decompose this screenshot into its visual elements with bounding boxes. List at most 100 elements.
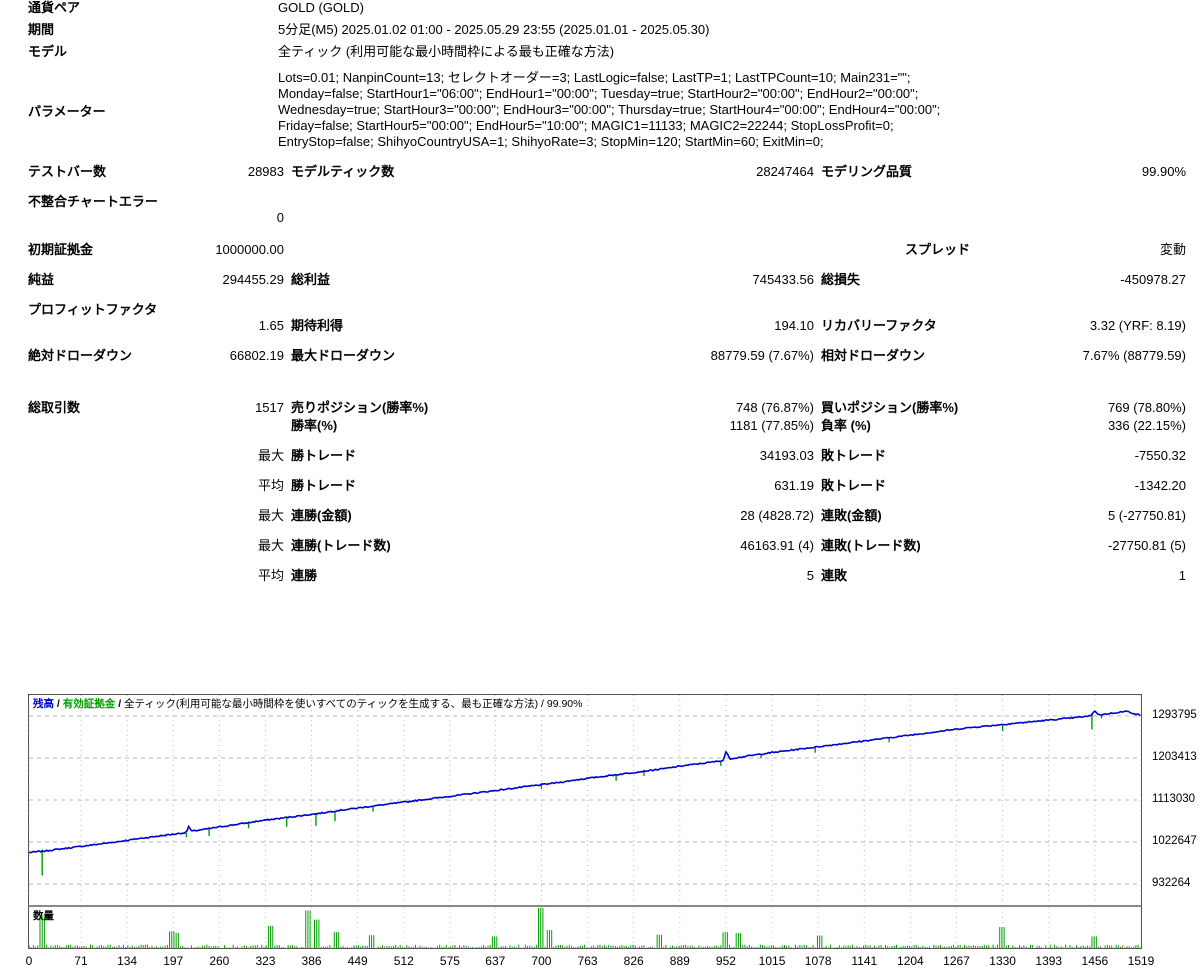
x-axis-labels: 0 71 134 197 260 323 386 449 512 575 637 700 763 826 8… bbox=[25, 954, 1178, 974]
volume-chart: 数量 bbox=[28, 905, 1142, 949]
x-axis-tick: 1078 bbox=[804, 954, 832, 968]
symbol-value: GOLD (GOLD) bbox=[278, 0, 364, 15]
max-consec-loss-value: 5 (-27750.81) bbox=[1107, 508, 1186, 523]
profit-trades-label: 勝率(%) bbox=[291, 418, 338, 433]
average-win-label: 勝トレード bbox=[291, 478, 357, 493]
largest-win-label: 勝トレード bbox=[291, 448, 357, 463]
gross-profit-value: 745433.56 bbox=[752, 272, 814, 287]
recovery-factor-label: リカバリーファクタ bbox=[821, 318, 937, 333]
ticks-value: 28247464 bbox=[756, 164, 814, 179]
legend-method-label: 全ティック(利用可能な最小時間枠を使いすべてのティックを生成する、最も正確な方法… bbox=[124, 698, 583, 710]
y-axis-tick: 1203413 bbox=[1152, 750, 1197, 763]
maximal-dd-label: 最大ドローダウン bbox=[291, 348, 396, 363]
avg-consec-loss-label: 連敗 bbox=[821, 568, 848, 583]
x-axis-tick: 700 bbox=[531, 954, 552, 968]
report-row-period: 期間 5分足(M5) 2025.01.02 01:00 - 2025.05.29… bbox=[0, 22, 1200, 38]
relative-dd-value: 7.67% (88779.59) bbox=[1082, 348, 1186, 363]
x-axis-tick: 575 bbox=[439, 954, 460, 968]
bars-label: テストバー数 bbox=[28, 164, 107, 179]
x-axis-tick: 0 bbox=[25, 954, 33, 968]
avg-consec-wins-value: 5 bbox=[806, 568, 814, 583]
x-axis-tick: 512 bbox=[393, 954, 414, 968]
x-axis-tick: 952 bbox=[715, 954, 736, 968]
x-axis-tick: 71 bbox=[74, 954, 88, 968]
legend-separator-1: / bbox=[56, 698, 60, 710]
y-axis-tick: 1022647 bbox=[1152, 834, 1197, 847]
volume-chart-canvas bbox=[29, 907, 1141, 948]
legend-equity-label: 有効証拠金 bbox=[62, 698, 116, 710]
x-axis-tick: 763 bbox=[577, 954, 598, 968]
x-axis-tick: 826 bbox=[623, 954, 644, 968]
model-label: モデル bbox=[28, 44, 68, 59]
max-consec-profit-label: 連勝(トレード数) bbox=[291, 538, 391, 553]
long-positions-value: 769 (78.80%) bbox=[1107, 400, 1186, 415]
average-prefix: 平均 bbox=[257, 478, 284, 493]
profit-trades-value: 1181 (77.85%) bbox=[729, 418, 814, 433]
profit-factor-value: 1.65 bbox=[258, 318, 284, 333]
average-loss-value: -1342.20 bbox=[1134, 478, 1186, 493]
row-max-consecutive-amount: 最大 連勝(金額) 28 (4828.72) 連敗(金額) 5 (-27750.… bbox=[0, 508, 1200, 538]
row-net-profit: 純益 294455.29 総利益 745433.56 総損失 -450978.2… bbox=[0, 272, 1200, 302]
row-average-trade: 平均 勝トレード 631.19 敗トレード -1342.20 bbox=[0, 478, 1200, 508]
initial-deposit-value: 1000000.00 bbox=[215, 242, 284, 257]
x-axis-tick: 260 bbox=[209, 954, 230, 968]
avg-consec-wins-label: 連勝 bbox=[291, 568, 318, 583]
row-total-trades: 総取引数 1517 売りポジション(勝率%) 748 (76.87%) 買いポジ… bbox=[0, 378, 1200, 418]
row-profit-factor: プロフィットファクタ 1.65 期待利得 194.10 リカバリーファクタ 3.… bbox=[0, 302, 1200, 348]
average-win-value: 631.19 bbox=[774, 478, 814, 493]
max-consec-lossamt-label: 連敗(トレード数) bbox=[821, 538, 921, 553]
largest-prefix: 最大 bbox=[257, 448, 284, 463]
largest-win-value: 34193.03 bbox=[759, 448, 814, 463]
profit-factor-label: プロフィットファクタ bbox=[28, 302, 158, 317]
net-profit-value: 294455.29 bbox=[222, 272, 284, 287]
ticks-label: モデルティック数 bbox=[291, 164, 395, 179]
mismatch-value: 0 bbox=[276, 210, 284, 225]
x-axis-tick: 386 bbox=[301, 954, 322, 968]
x-axis-tick: 637 bbox=[485, 954, 506, 968]
row-max-consecutive-trades: 最大 連勝(トレード数) 46163.91 (4) 連敗(トレード数) -277… bbox=[0, 538, 1200, 568]
absolute-dd-value: 66802.19 bbox=[229, 348, 284, 363]
short-positions-value: 748 (76.87%) bbox=[735, 400, 814, 415]
max-consec-prefix: 最大 bbox=[257, 508, 284, 523]
x-axis-tick: 1204 bbox=[897, 954, 924, 968]
x-axis-tick: 449 bbox=[347, 954, 368, 968]
y-axis-tick: 1293795 bbox=[1152, 708, 1197, 721]
spacer-row bbox=[0, 60, 1200, 70]
max-consec-profit-value: 46163.91 (4) bbox=[740, 538, 814, 553]
relative-dd-label: 相対ドローダウン bbox=[821, 348, 926, 363]
initial-deposit-label: 初期証拠金 bbox=[28, 242, 94, 257]
report-row-parameters: パラメーター Lots=0.01; NanpinCount=13; セレクトオー… bbox=[0, 70, 1200, 150]
x-axis-tick: 1267 bbox=[943, 954, 970, 968]
absolute-dd-label: 絶対ドローダウン bbox=[28, 348, 133, 363]
balance-chart: 残高 / 有効証拠金 / 全ティック(利用可能な最小時間枠を使いすべてのティック… bbox=[28, 694, 1142, 906]
total-trades-label: 総取引数 bbox=[28, 400, 81, 415]
x-axis-tick: 1015 bbox=[758, 954, 786, 968]
gross-loss-value: -450978.27 bbox=[1120, 272, 1186, 287]
row-mismatched-errors: 不整合チャートエラー 0 bbox=[0, 194, 1200, 242]
model-value: 全ティック (利用可能な最小時間枠による最も正確な方法) bbox=[278, 44, 615, 59]
max-consec-lossamt-value: -27750.81 (5) bbox=[1107, 538, 1186, 553]
legend-balance-label: 残高 bbox=[33, 698, 54, 710]
x-axis-tick: 1456 bbox=[1081, 954, 1109, 968]
chart-legend: 残高 / 有効証拠金 / 全ティック(利用可能な最小時間枠を使いすべてのティック… bbox=[33, 696, 582, 711]
gross-loss-label: 総損失 bbox=[821, 272, 861, 287]
net-profit-label: 純益 bbox=[28, 272, 55, 287]
period-value: 5分足(M5) 2025.01.02 01:00 - 2025.05.29 23… bbox=[278, 22, 710, 37]
long-positions-label: 買いポジション(勝率%) bbox=[821, 400, 959, 415]
row-win-loss-rate: 勝率(%) 1181 (77.85%) 負率 (%) 336 (22.15%) bbox=[0, 418, 1200, 448]
y-axis-tick: 1113030 bbox=[1152, 792, 1196, 805]
mismatch-label: 不整合チャートエラー bbox=[28, 194, 158, 209]
max-consec-wins-label: 連勝(金額) bbox=[291, 508, 352, 523]
period-label: 期間 bbox=[28, 22, 55, 37]
row-drawdown: 絶対ドローダウン 66802.19 最大ドローダウン 88779.59 (7.6… bbox=[0, 348, 1200, 378]
loss-trades-value: 336 (22.15%) bbox=[1107, 418, 1186, 433]
x-axis-tick: 1330 bbox=[989, 954, 1016, 968]
recovery-factor-value: 3.32 (YRF: 8.19) bbox=[1089, 318, 1186, 333]
max-consec-wins-value: 28 (4828.72) bbox=[740, 508, 814, 523]
x-axis-tick: 1519 bbox=[1127, 954, 1155, 968]
bars-value: 28983 bbox=[247, 164, 284, 179]
max-consec-profit-prefix: 最大 bbox=[257, 538, 284, 553]
row-average-consecutive: 平均 連勝 5 連敗 1 bbox=[0, 568, 1200, 598]
avg-consec-loss-value: 1 bbox=[1178, 568, 1186, 583]
x-axis-tick: 197 bbox=[163, 954, 184, 968]
